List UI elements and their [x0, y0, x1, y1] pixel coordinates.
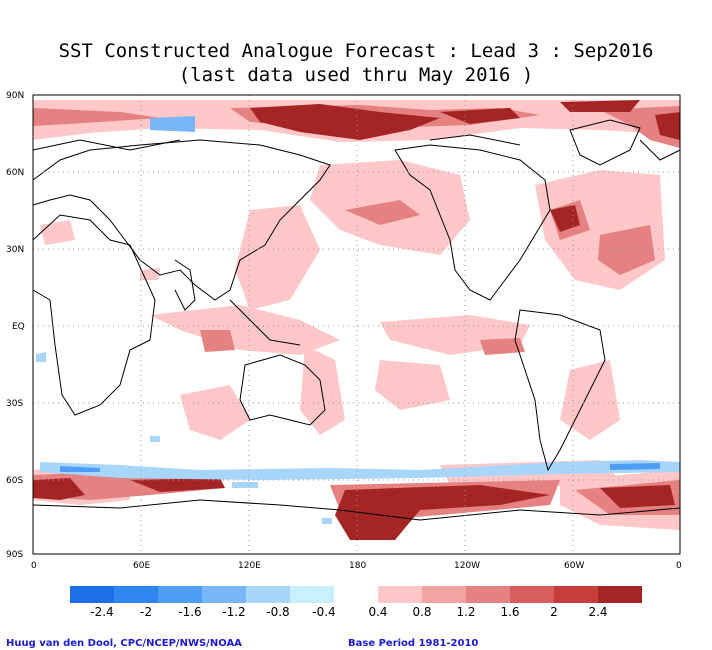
colorbar-swatch-positive: [598, 586, 642, 603]
colorbar-swatch-negative: [114, 586, 158, 603]
y-tick-label: 90N: [6, 91, 24, 101]
colorbar-label-positive: 2: [550, 605, 558, 619]
x-tick-label: 0: [31, 561, 37, 571]
colorbar-label-positive: 1.6: [500, 605, 519, 619]
y-tick-label: 60S: [6, 476, 23, 486]
continent-outlines: [32, 119, 681, 521]
y-tick-label: 30S: [6, 399, 23, 409]
x-tick-label: 0: [676, 561, 682, 571]
colorbar-label-positive: 1.2: [456, 605, 475, 619]
y-tick-label: 90S: [6, 550, 23, 560]
y-tick-label: 60N: [6, 168, 24, 178]
colorbar-swatch-negative: [290, 586, 334, 603]
colorbar-swatch-positive: [466, 586, 510, 603]
colorbar-swatch-negative: [158, 586, 202, 603]
colorbar-swatch-negative: [246, 586, 290, 603]
y-tick-label: 30N: [6, 245, 24, 255]
colorbar-label-negative: -0.4: [312, 605, 335, 619]
colorbar-label-negative: -0.8: [266, 605, 289, 619]
colorbar-label-negative: -2: [140, 605, 152, 619]
map-title-line-2: (last data used thru May 2016 ): [178, 64, 534, 86]
colorbar-swatch-negative: [202, 586, 246, 603]
y-axis: 90N 60N 30N EQ 30S 60S 90S: [6, 91, 25, 560]
colorbar-label-positive: 0.8: [412, 605, 431, 619]
positive-anomaly-strong: [33, 100, 680, 540]
colorbar-swatch-positive: [378, 586, 422, 603]
base-period-label: Base Period 1981-2010: [348, 638, 479, 649]
colorbar-swatch-negative: [70, 586, 114, 603]
negative-anomaly: [36, 116, 680, 524]
x-tick-label: 60W: [564, 561, 584, 571]
colorbar-label-negative: -1.6: [178, 605, 201, 619]
y-tick-label: EQ: [12, 322, 25, 332]
x-axis: 0 60E 120E 180 120W 60W 0: [31, 561, 682, 571]
colorbar-swatch-positive: [422, 586, 466, 603]
credit-author: Huug van den Dool, CPC/NCEP/NWS/NOAA: [6, 638, 242, 649]
colorbar-label-negative: -2.4: [90, 605, 113, 619]
colorbar-label-positive: 0.4: [368, 605, 387, 619]
colorbar-label-negative: -1.2: [222, 605, 245, 619]
map-title-line-1: SST Constructed Analogue Forecast : Lead…: [58, 40, 654, 62]
x-tick-label: 180: [349, 561, 366, 571]
colorbar-legend: -2.4 -2 -1.6 -1.2 -0.8 -0.4 0.4 0.8 1.2 1.6 2 2.4: [70, 586, 642, 619]
x-tick-label: 120W: [454, 561, 480, 571]
x-tick-label: 120E: [238, 561, 261, 571]
x-tick-label: 60E: [133, 561, 150, 571]
colorbar-label-positive: 2.4: [588, 605, 607, 619]
map-frame: [32, 94, 681, 555]
colorbar-swatch-positive: [510, 586, 554, 603]
colorbar-swatch-positive: [554, 586, 598, 603]
